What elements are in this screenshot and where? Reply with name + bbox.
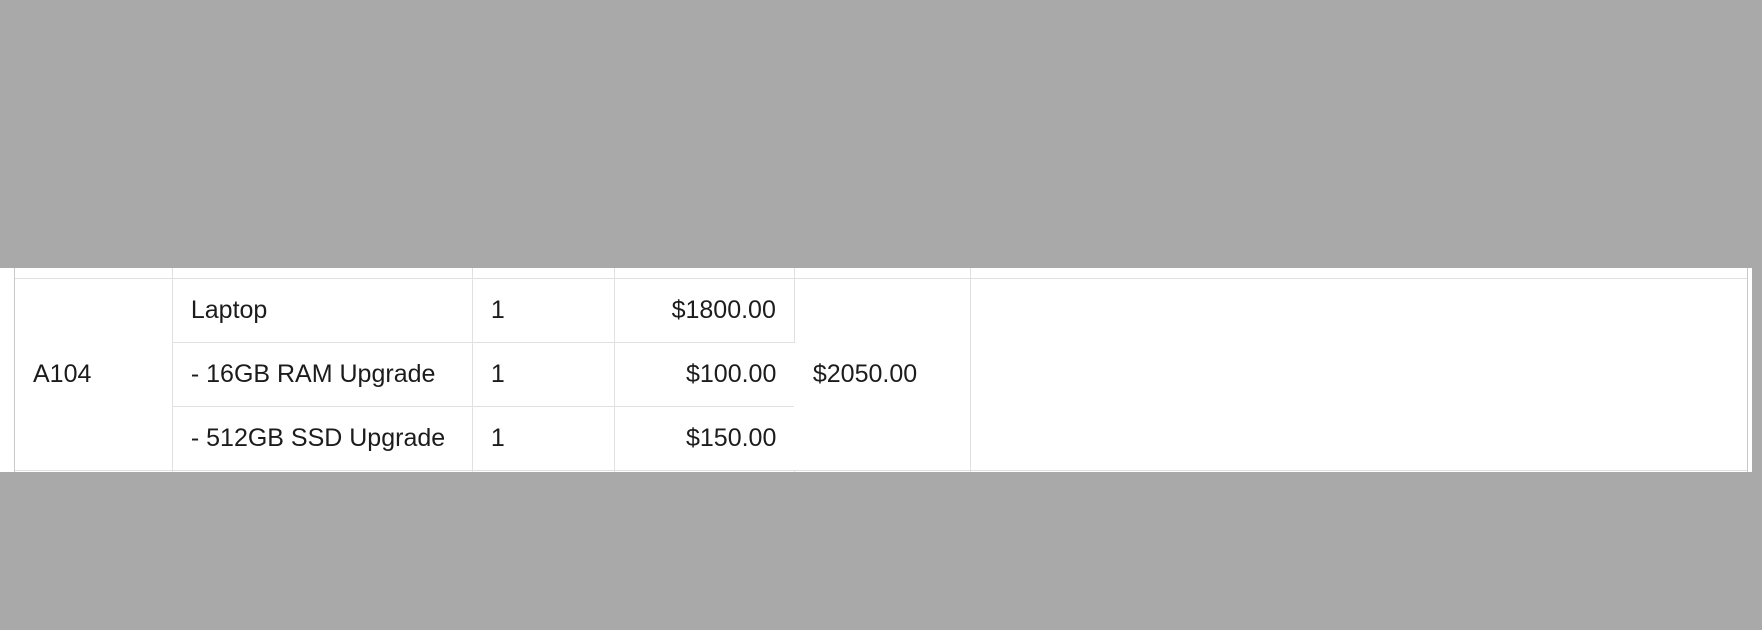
cell-description: Laptop [172,278,473,343]
cell-quantity: 1 [472,342,615,407]
cell-unit-price: $50.00 [614,86,795,151]
cell-item-code: A101 [15,86,173,151]
cell-spacer [970,470,1747,536]
cell-unit-price: $100.00 [614,342,795,407]
cell-total-price: $100.00 [794,86,971,151]
cell-spacer [970,86,1747,151]
cell-total-price: $2050.00 [794,278,971,471]
cell-quantity: 1 [472,150,615,215]
column-header-quantity[interactable]: Quantity [472,16,615,87]
invoice-table-body: A101 Wireless Mouse 2 $50.00 $100.00 A10… [15,86,1747,536]
cell-description: - 512GB SSD Upgrade [172,406,473,471]
cell-total-price: $75.00 [794,150,971,215]
cell-total-price: $400.00 [794,214,971,279]
cell-item-code: A103 [15,214,173,279]
column-header-item-code[interactable]: Item Code [15,16,173,87]
table-row[interactable]: A102 Mechanical Keyboard 1 $75.00 $75.00 [15,150,1747,215]
cell-unit-price: $400.00 [614,214,795,279]
cell-description: Mechanical Keyboard [172,150,473,215]
cell-item-code: A102 [15,150,173,215]
cell-description: - 16GB RAM Upgrade [172,342,473,407]
cell-description: Wireless Mouse [172,86,473,151]
cell-spacer [970,278,1747,471]
cell-quantity: 2 [472,86,615,151]
table-row-highlighted[interactable]: A104 Laptop 1 $1800.00 $2050.00 [15,278,1747,471]
invoice-table-container: Item Code Description Quantity Unit Pric… [14,15,1748,555]
table-row-subitem[interactable]: - 16GB RAM Upgrade 1 $100.00 [15,342,1747,407]
cell-quantity: 1 [472,406,615,471]
cell-quantity [472,470,615,536]
table-footer-strip [15,536,1747,554]
cell-unit-price: $150.00 [614,406,795,471]
header-row: Item Code Description Quantity Unit Pric… [15,16,1747,87]
cell-item-code: A104 [15,278,173,471]
invoice-table: Item Code Description Quantity Unit Pric… [15,16,1747,536]
cell-unit-price: $1800.00 [614,278,795,343]
invoice-table-header: Item Code Description Quantity Unit Pric… [15,16,1747,87]
table-row-subitem[interactable]: - 512GB SSD Upgrade 1 $150.00 [15,406,1747,471]
cell-unit-price: $75.00 [614,150,795,215]
table-row[interactable]: A101 Wireless Mouse 2 $50.00 $100.00 [15,86,1747,151]
cell-description: USB Dock Station [172,214,473,279]
cell-grand-total: $2625.00 [794,470,971,536]
table-row-total: TOTAL $2625.00 [15,470,1747,536]
column-header-total-price[interactable]: Total Price [794,16,971,87]
cell-quantity: 1 [472,278,615,343]
cell-unit-price [614,470,795,536]
cell-quantity: 1 [472,214,615,279]
column-header-description[interactable]: Description [172,16,473,87]
cell-total-label: TOTAL [15,470,173,536]
cell-description [172,470,473,536]
dim-overlay-right [1752,268,1762,472]
cell-spacer [970,214,1747,279]
column-header-spacer [970,16,1747,87]
column-header-unit-price[interactable]: Unit Price [614,16,795,87]
cell-spacer [970,150,1747,215]
table-row[interactable]: A103 USB Dock Station 1 $400.00 $400.00 [15,214,1747,279]
